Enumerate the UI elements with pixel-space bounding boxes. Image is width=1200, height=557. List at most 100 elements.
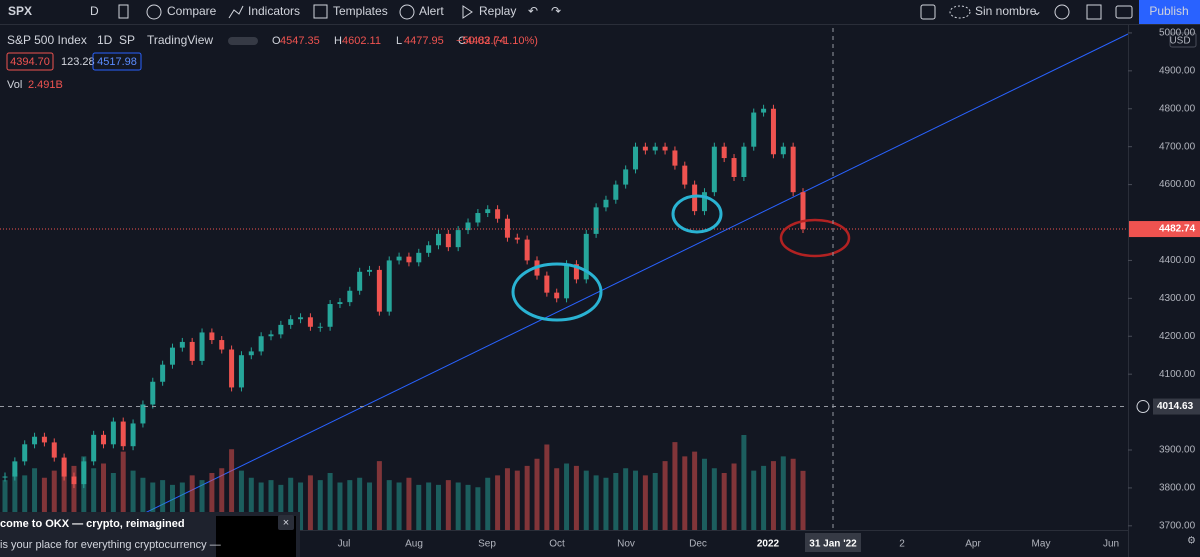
replay-button[interactable]: Replay bbox=[479, 4, 516, 18]
layout-icon[interactable] bbox=[920, 4, 936, 20]
volume-bar bbox=[455, 482, 461, 530]
candle-body bbox=[652, 146, 658, 151]
time-label: Apr bbox=[965, 539, 981, 550]
y-tick-label: 4400.00 bbox=[1159, 255, 1196, 266]
volume-bar bbox=[721, 473, 727, 530]
candle-body bbox=[721, 146, 727, 159]
volume-bar bbox=[790, 458, 796, 530]
interval-button[interactable]: D bbox=[90, 4, 99, 18]
candle-body bbox=[347, 290, 353, 303]
currency[interactable]: USD bbox=[1169, 36, 1190, 47]
y-tick-label: 4900.00 bbox=[1159, 65, 1196, 76]
volume-bar bbox=[770, 461, 776, 530]
chart-type-icon[interactable] bbox=[118, 4, 129, 19]
volume-bar bbox=[662, 461, 668, 530]
currency-button[interactable] bbox=[1169, 32, 1197, 48]
candle-body bbox=[327, 304, 333, 327]
volume-bar bbox=[761, 465, 767, 530]
volume-bar bbox=[465, 484, 471, 530]
volume-bar bbox=[298, 482, 304, 530]
candle-body bbox=[524, 239, 530, 261]
redo-icon[interactable]: ↷ bbox=[551, 4, 561, 18]
replay-icon[interactable] bbox=[462, 5, 473, 19]
legend-change: −50.03 (−1.10%) bbox=[456, 35, 538, 47]
toolbar bbox=[0, 0, 1200, 24]
ad-close[interactable] bbox=[278, 515, 294, 530]
alert-icon[interactable] bbox=[399, 4, 415, 20]
alert-button[interactable]: Alert bbox=[419, 4, 444, 18]
candle-body bbox=[544, 275, 550, 293]
ad-close-icon[interactable]: × bbox=[283, 517, 289, 529]
ohlc-key: H bbox=[334, 35, 342, 47]
undo-icon[interactable]: ↶ bbox=[528, 4, 538, 18]
indicators-button[interactable]: Indicators bbox=[248, 4, 300, 18]
legend-toggle[interactable] bbox=[228, 37, 258, 45]
volume-bar bbox=[396, 482, 402, 530]
volume-bar bbox=[603, 477, 609, 530]
candle-body bbox=[435, 233, 441, 246]
last-price-label: 4482.74 bbox=[1159, 224, 1196, 235]
snapshot-icon[interactable] bbox=[1115, 5, 1133, 19]
volume-bar bbox=[2, 480, 8, 530]
settings-icon[interactable] bbox=[1054, 4, 1070, 20]
volume-bar bbox=[357, 477, 363, 530]
legend-exchange: SP bbox=[119, 33, 135, 47]
volume-bar bbox=[110, 473, 116, 530]
volume-bar bbox=[51, 470, 57, 530]
volume-bar bbox=[475, 487, 481, 530]
crosshair-price-tag bbox=[1153, 398, 1200, 415]
fullscreen-icon[interactable] bbox=[1086, 4, 1102, 20]
settings-gear[interactable]: ⚙ bbox=[1187, 536, 1196, 547]
volume-bar bbox=[701, 458, 707, 530]
publish-button[interactable]: Publish bbox=[1149, 4, 1188, 18]
candle-body bbox=[140, 404, 146, 424]
candle-body bbox=[337, 302, 343, 305]
volume-bar bbox=[317, 480, 323, 530]
cloud-icon[interactable] bbox=[949, 5, 971, 19]
y-tick-label: 4100.00 bbox=[1159, 369, 1196, 380]
candle-body bbox=[682, 165, 688, 185]
ohlc-key: O bbox=[272, 35, 281, 47]
time-label: Jun bbox=[1103, 539, 1119, 550]
candle-body bbox=[238, 355, 244, 388]
candle-body bbox=[504, 218, 510, 238]
add-alert-button[interactable] bbox=[1136, 400, 1150, 414]
indicators-icon[interactable] bbox=[228, 5, 244, 19]
volume-bar bbox=[731, 463, 737, 530]
price-axis bbox=[1128, 25, 1200, 557]
publish-button-bg[interactable] bbox=[1139, 0, 1200, 24]
symbol[interactable]: SPX bbox=[8, 4, 32, 18]
layout-name[interactable]: Sin nombre bbox=[975, 4, 1037, 18]
legend-interval: 1D bbox=[97, 33, 113, 47]
templates-icon[interactable] bbox=[313, 4, 328, 19]
time-label: Jul bbox=[338, 539, 351, 550]
candle-body bbox=[711, 146, 717, 193]
candle-body bbox=[160, 364, 166, 382]
candle-body bbox=[150, 381, 156, 405]
volume-bar bbox=[692, 451, 698, 530]
volume-bar bbox=[564, 463, 570, 530]
volume-bar bbox=[593, 475, 599, 530]
candle-body bbox=[219, 340, 225, 350]
layout-dropdown[interactable]: ⌄ bbox=[1032, 4, 1042, 18]
candle-body bbox=[445, 233, 451, 248]
volume-bar bbox=[91, 468, 97, 530]
y-tick-label: 4800.00 bbox=[1159, 103, 1196, 114]
volume-bar bbox=[130, 470, 136, 530]
compare-button[interactable]: Compare bbox=[167, 4, 217, 18]
candle-body bbox=[613, 184, 619, 200]
compare-icon[interactable] bbox=[146, 4, 162, 20]
volume-bar bbox=[416, 484, 422, 530]
templates-button[interactable]: Templates bbox=[333, 4, 388, 18]
candle-body bbox=[583, 233, 589, 280]
candle-body bbox=[298, 317, 304, 320]
candle-body bbox=[268, 334, 274, 337]
volume-bar bbox=[61, 461, 67, 530]
candle-body bbox=[307, 317, 313, 327]
volume-bar bbox=[327, 473, 333, 530]
candle-body bbox=[485, 209, 491, 214]
volume-label: Vol bbox=[7, 79, 22, 91]
